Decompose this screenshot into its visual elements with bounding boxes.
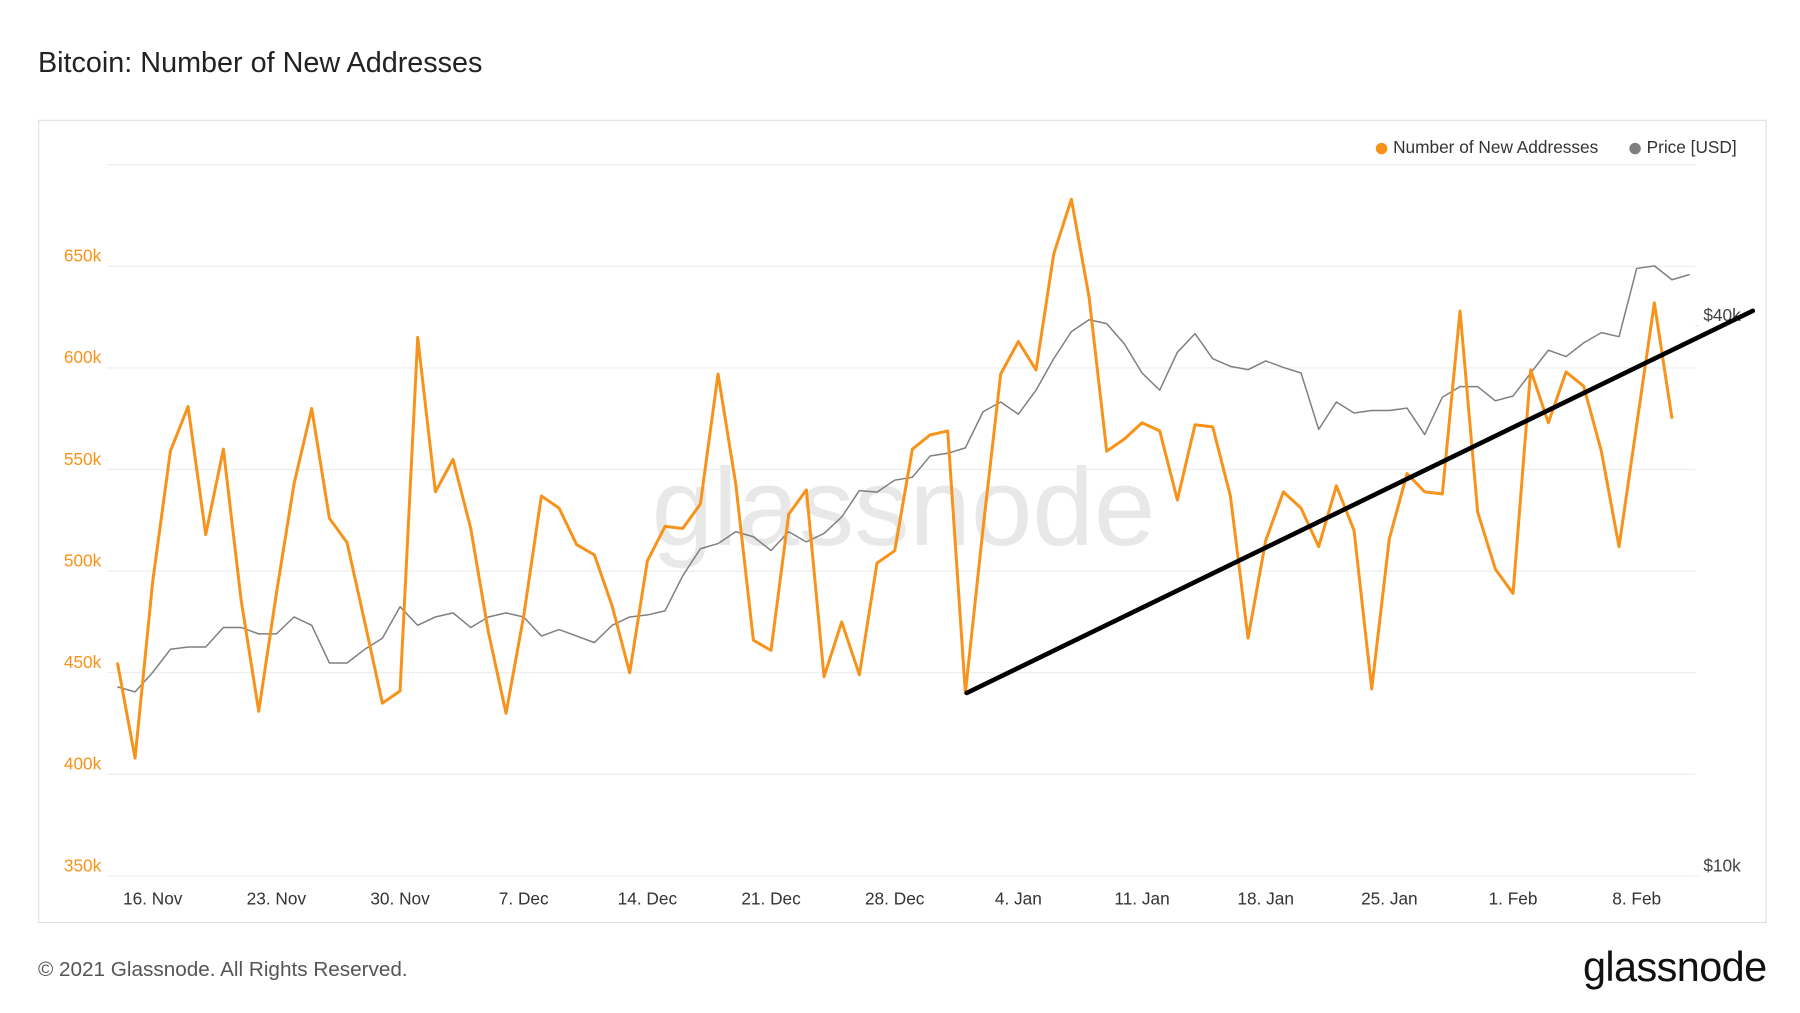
legend-label: Price [USD] [1647, 137, 1737, 157]
legend-swatch [1629, 142, 1641, 155]
x-tick-label: 23. Nov [247, 889, 307, 909]
x-tick-label: 1. Feb [1489, 889, 1538, 909]
y-tick-label: 400k [64, 754, 102, 774]
x-tick-label: 28. Dec [865, 889, 925, 909]
x-tick-label: 14. Dec [618, 889, 678, 909]
y-tick-label: 550k [64, 449, 102, 469]
chart-title: Bitcoin: Number of New Addresses [38, 47, 482, 79]
x-tick-label: 21. Dec [741, 889, 801, 909]
trend-annotation [964, 308, 1756, 696]
x-tick-label: 16. Nov [123, 889, 183, 909]
y2-tick-label: $10k [1703, 855, 1741, 875]
y-tick-label: 350k [64, 855, 102, 875]
y2-tick-label: $40k [1703, 305, 1741, 325]
x-tick-label: 18. Jan [1237, 889, 1294, 909]
copyright: © 2021 Glassnode. All Rights Reserved. [38, 958, 408, 981]
y-tick-label: 600k [64, 347, 102, 367]
y-tick-label: 500k [64, 550, 102, 570]
legend-swatch [1375, 142, 1388, 155]
chart-frame [37, 119, 1767, 924]
plot-area [115, 197, 1690, 760]
legend-label: Number of New Addresses [1393, 137, 1598, 157]
logo[interactable]: glassnode [1583, 943, 1767, 990]
addresses-line [115, 197, 1674, 760]
grid: 350k 400k 450k 500k 550k 600k 650k $10k $40k 16. … [64, 164, 1741, 909]
y-tick-label: 450k [64, 652, 102, 672]
x-tick-label: 25. Jan [1361, 889, 1418, 909]
x-tick-label: 30. Nov [370, 889, 430, 909]
x-tick-label: 4. Jan [995, 889, 1042, 909]
legend: Price [USD] Number of New Addresses [1375, 137, 1737, 157]
x-tick-label: 8. Feb [1612, 889, 1661, 909]
x-tick-label: 11. Jan [1114, 889, 1169, 909]
y-tick-label: 650k [64, 246, 102, 266]
price-line [117, 265, 1690, 693]
x-tick-label: 7. Dec [499, 889, 549, 909]
